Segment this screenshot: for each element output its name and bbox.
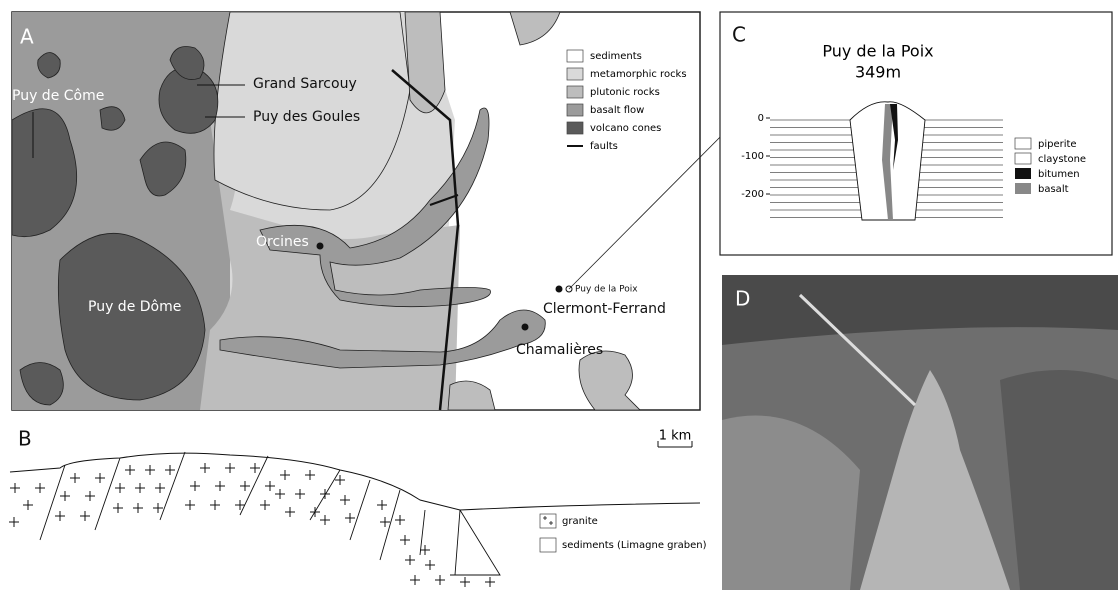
legend-label: granite xyxy=(562,516,598,527)
photo-panel: D xyxy=(722,275,1118,590)
depth-tick-label: -200 xyxy=(741,189,764,200)
profile-title: Puy de la Poix xyxy=(822,42,933,61)
place-label: Grand Sarcouy xyxy=(253,76,357,92)
legend-label: volcano cones xyxy=(590,123,661,134)
place-label: Clermont-Ferrand xyxy=(543,301,666,317)
legend-label: metamorphic rocks xyxy=(590,69,687,80)
location-dot xyxy=(556,286,563,293)
legend-swatch xyxy=(1015,153,1031,164)
legend-swatch xyxy=(567,122,583,134)
place-label: Puy de Dôme xyxy=(88,299,181,315)
legend-swatch xyxy=(567,68,583,80)
place-label: Orcines xyxy=(256,234,309,250)
map-panel: A Puy de Côme Grand Sarcouy Puy des Goul… xyxy=(12,12,745,410)
legend-swatch xyxy=(567,104,583,116)
legend-swatch xyxy=(1015,168,1031,179)
panel-label: D xyxy=(735,287,750,311)
legend-label: piperite xyxy=(1038,139,1077,150)
profile-panel: C Puy de la Poix 349m 0 -100 -200 piperi… xyxy=(720,12,1112,255)
photo-shrubs xyxy=(1000,370,1118,590)
section-panel: B 1 km granite sediments (Limagne graben… xyxy=(9,427,707,588)
legend-label: basalt flow xyxy=(590,105,644,116)
legend-swatch xyxy=(1015,138,1031,149)
scale-label: 1 km xyxy=(659,429,692,444)
location-dot xyxy=(317,243,324,250)
profile-elevation: 349m xyxy=(855,63,901,82)
place-label: Puy de Côme xyxy=(12,88,104,104)
panel-label: B xyxy=(18,427,32,451)
surface-line xyxy=(10,453,700,510)
fault-line xyxy=(40,452,500,575)
figure: A Puy de Côme Grand Sarcouy Puy des Goul… xyxy=(0,0,1118,590)
legend-swatch xyxy=(540,514,556,528)
legend-label: bitumen xyxy=(1038,169,1080,180)
granite-symbols xyxy=(9,463,495,587)
legend-swatch xyxy=(567,86,583,98)
legend-swatch xyxy=(540,538,556,552)
place-label: Puy de la Poix xyxy=(575,285,638,295)
legend-label: sediments xyxy=(590,51,642,62)
depth-tick-label: -100 xyxy=(741,151,764,162)
granite-symbol xyxy=(9,463,495,587)
legend-label: plutonic rocks xyxy=(590,87,660,98)
place-label: Chamalières xyxy=(516,342,603,358)
depth-tick-label: 0 xyxy=(758,113,764,124)
legend-label: sediments (Limagne graben) xyxy=(562,540,707,551)
legend-label: claystone xyxy=(1038,154,1086,165)
legend-label: faults xyxy=(590,141,618,152)
location-dot xyxy=(522,324,529,331)
panel-label: A xyxy=(20,25,34,49)
place-label: Puy des Goules xyxy=(253,109,360,125)
legend-label: basalt xyxy=(1038,184,1069,195)
legend-swatch xyxy=(1015,183,1031,194)
panel-label: C xyxy=(732,23,746,47)
legend-swatch xyxy=(567,50,583,62)
